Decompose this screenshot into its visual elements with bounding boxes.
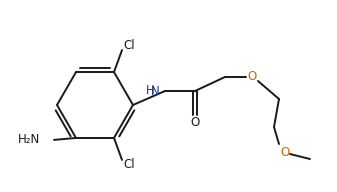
Text: Cl: Cl	[123, 158, 135, 171]
Text: O: O	[190, 117, 200, 129]
Text: O: O	[247, 70, 256, 83]
Text: N: N	[151, 85, 159, 98]
Text: O: O	[280, 146, 289, 159]
Text: Cl: Cl	[123, 39, 135, 52]
Text: H₂N: H₂N	[18, 133, 40, 146]
Text: H: H	[146, 84, 154, 97]
